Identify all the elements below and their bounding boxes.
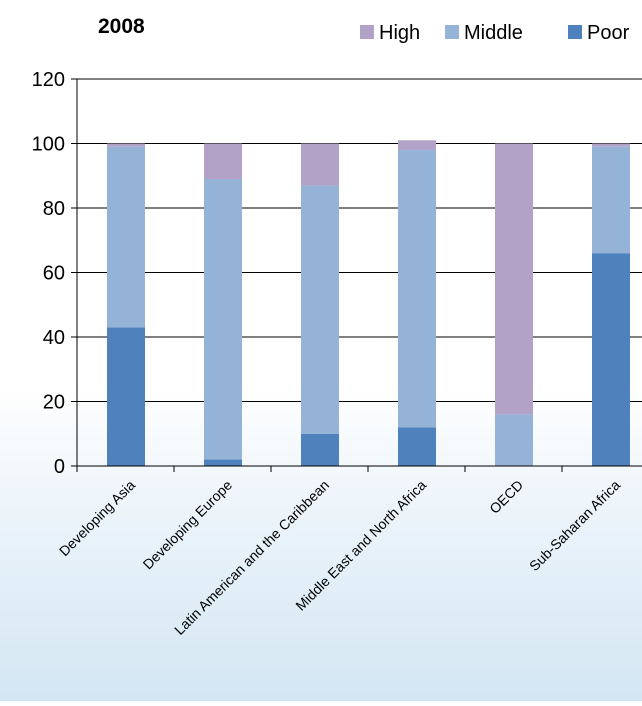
legend: High Middle Poor (360, 22, 630, 44)
y-axis-ticks: 0 20 40 60 80 100 120 (32, 69, 77, 478)
bar-middle-latin-american-and-the-caribbean (301, 185, 339, 434)
y-tick-label: 100 (32, 134, 65, 156)
y-tick-label: 60 (43, 263, 65, 285)
bar-high-developing-europe (204, 143, 242, 179)
y-tick-label: 0 (54, 456, 65, 478)
bar-high-latin-american-and-the-caribbean (301, 143, 339, 186)
bar-poor-sub-saharan-africa (592, 253, 630, 466)
bar-poor-developing-asia (107, 327, 145, 466)
gridlines (77, 78, 642, 402)
y-tick-label: 80 (43, 198, 65, 220)
x-tick-label-sub-saharan-africa: Sub-Saharan Africa (526, 477, 623, 574)
y-tick-label: 40 (43, 327, 65, 349)
legend-swatch-poor (568, 25, 582, 39)
x-tick-label-oecd: OECD (486, 477, 526, 517)
bar-high-developing-asia (107, 143, 145, 147)
bar-middle-oecd (495, 414, 533, 466)
bar-middle-developing-europe (204, 178, 242, 460)
bar-middle-developing-asia (107, 146, 145, 328)
legend-label-middle: Middle (464, 22, 523, 44)
bar-middle-sub-saharan-africa (592, 146, 630, 254)
legend-swatch-middle (445, 25, 459, 39)
bars (107, 140, 630, 466)
legend-label-poor: Poor (587, 22, 630, 44)
x-tick-label-latin-american-and-the-caribbean: Latin American and the Caribbean (171, 477, 332, 638)
bar-high-middle-east-and-north-africa (398, 140, 436, 150)
x-tick-label-developing-asia: Developing Asia (56, 477, 138, 559)
legend-swatch-high (360, 25, 374, 39)
y-tick-label: 120 (32, 69, 65, 91)
legend-label-high: High (379, 22, 420, 44)
bar-poor-developing-europe (204, 459, 242, 466)
bar-high-oecd (495, 143, 533, 415)
bar-poor-latin-american-and-the-caribbean (301, 433, 339, 466)
bar-poor-middle-east-and-north-africa (398, 427, 436, 466)
chart-title: 2008 (98, 15, 145, 38)
x-tick-label-developing-europe: Developing Europe (140, 477, 236, 573)
bar-middle-middle-east-and-north-africa (398, 149, 436, 428)
y-tick-label: 20 (43, 392, 65, 414)
bar-high-sub-saharan-africa (592, 143, 630, 147)
